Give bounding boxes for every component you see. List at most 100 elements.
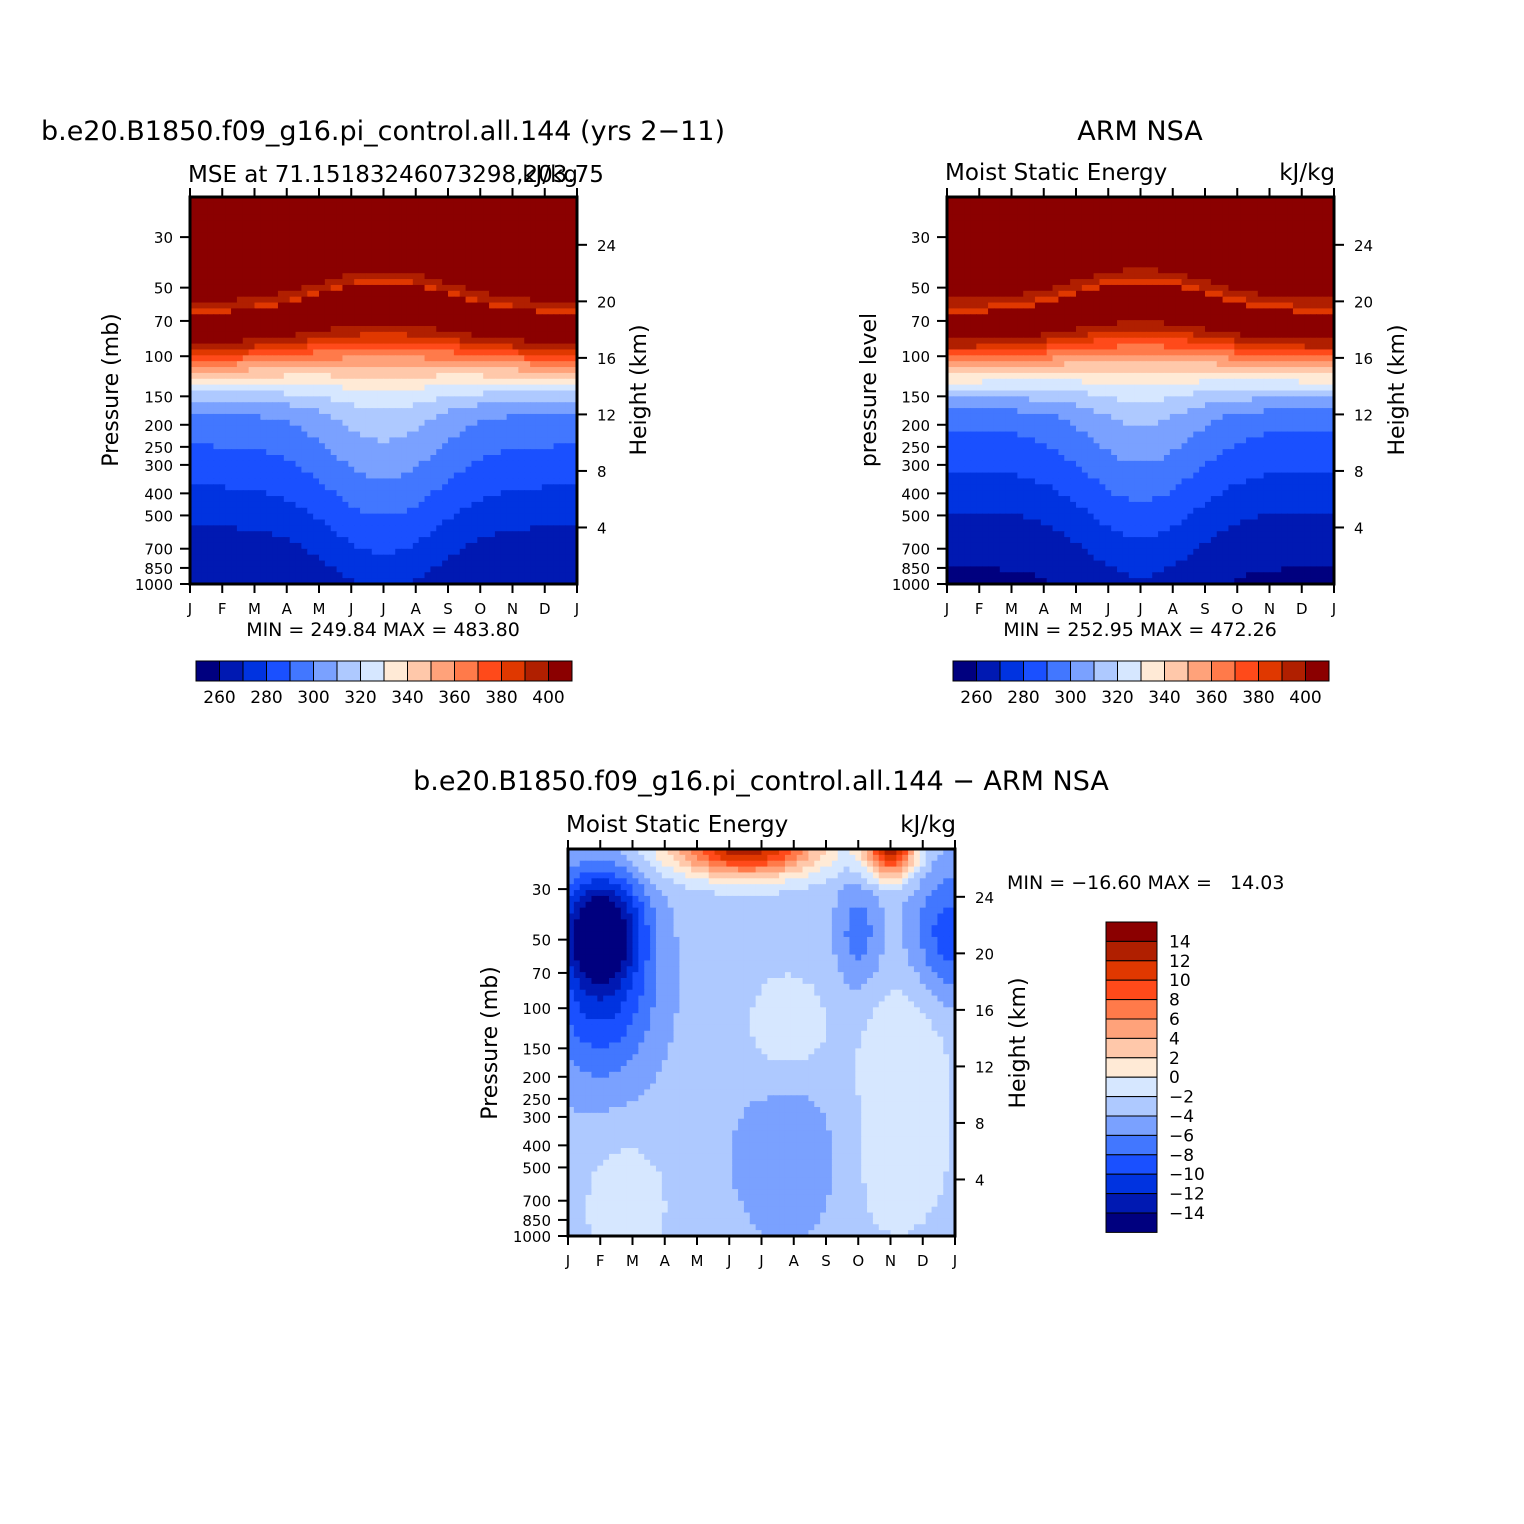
contour-cell	[483, 413, 490, 421]
contour-cell	[418, 513, 426, 521]
contour-cell	[1199, 197, 1206, 204]
contour-cell	[201, 519, 209, 526]
contour-cell	[383, 290, 390, 298]
contour-cell	[418, 326, 426, 333]
contour-cell	[547, 490, 555, 497]
contour-cell	[383, 390, 390, 397]
contour-cell	[1181, 226, 1189, 233]
contour-cell	[342, 284, 349, 292]
contour-cell	[1234, 232, 1241, 239]
contour-cell	[565, 460, 572, 468]
contour-cell	[442, 361, 449, 368]
contour-cell	[506, 337, 514, 345]
panel-model-units: kJ/kg	[522, 162, 578, 188]
contour-cell	[524, 419, 531, 427]
contour-cell	[506, 267, 514, 274]
contour-cell	[201, 290, 209, 298]
contour-cell	[530, 396, 537, 403]
contour-cell	[201, 367, 209, 374]
contour-cell	[231, 243, 238, 251]
contour-cell	[360, 208, 367, 216]
contour-cell	[190, 443, 197, 450]
contour-cell	[448, 249, 455, 257]
contour-cell	[190, 408, 197, 415]
contour-cell	[365, 273, 373, 280]
contour-cell	[442, 472, 449, 480]
contour-cell	[389, 302, 396, 310]
contour-cell	[565, 525, 572, 532]
contour-cell	[289, 408, 297, 415]
contour-cell	[254, 548, 261, 556]
contour-cell	[201, 220, 209, 227]
contour-cell	[1240, 202, 1247, 210]
contour-cell	[571, 232, 578, 239]
contour-cell	[565, 302, 572, 310]
contour-cell	[348, 413, 355, 421]
contour-cell	[389, 449, 396, 456]
contour-cell	[272, 472, 279, 480]
contour-cell	[342, 537, 349, 544]
contour-cell	[1281, 208, 1288, 216]
contour-cell	[272, 390, 279, 397]
contour-cell	[500, 372, 508, 380]
contour-cell	[988, 226, 995, 233]
contour-cell	[424, 355, 432, 362]
contour-cell	[342, 337, 349, 345]
contour-cell	[319, 296, 326, 304]
contour-cell	[471, 372, 478, 380]
contour-cell	[453, 578, 461, 585]
contour-cell	[1210, 202, 1218, 210]
contour-cell	[307, 413, 314, 421]
contour-cell	[236, 566, 244, 573]
contour-cell	[1070, 238, 1077, 245]
contour-cell	[494, 501, 502, 509]
contour-cell	[512, 519, 519, 526]
contour-cell	[395, 290, 402, 298]
contour-cell	[442, 460, 449, 468]
contour-cell	[1158, 202, 1165, 210]
contour-cell	[319, 337, 326, 345]
contour-cell	[207, 548, 215, 556]
contour-cell	[477, 513, 484, 521]
contour-cell	[465, 519, 473, 526]
contour-cell	[1152, 202, 1159, 210]
contour-cell	[418, 197, 426, 204]
contour-cell	[389, 208, 396, 216]
contour-cell	[360, 396, 367, 403]
contour-cell	[254, 513, 261, 521]
contour-cell	[1046, 214, 1054, 222]
contour-cell	[530, 513, 537, 521]
contour-cell	[494, 197, 502, 204]
contour-cell	[459, 255, 467, 263]
contour-cell	[289, 496, 297, 503]
contour-cell	[324, 413, 332, 421]
contour-cell	[236, 326, 244, 333]
contour-cell	[412, 232, 420, 239]
contour-cell	[272, 531, 279, 538]
contour-cell	[207, 537, 215, 544]
contour-cell	[512, 472, 519, 480]
contour-cell	[964, 238, 972, 245]
contour-cell	[324, 202, 332, 210]
contour-cell	[389, 542, 396, 550]
contour-cell	[506, 355, 514, 362]
contour-cell	[207, 367, 215, 374]
contour-cell	[231, 437, 238, 444]
contour-cell	[272, 490, 279, 497]
contour-cell	[236, 279, 244, 286]
contour-cell	[354, 402, 361, 409]
contour-cell	[489, 531, 496, 538]
contour-cell	[342, 572, 349, 579]
contour-cell	[330, 302, 338, 310]
contour-cell	[195, 554, 203, 562]
contour-cell	[319, 279, 326, 286]
contour-cell	[436, 249, 443, 257]
contour-cell	[371, 455, 379, 462]
contour-cell	[289, 208, 297, 216]
contour-cell	[559, 255, 566, 263]
contour-cell	[1158, 214, 1165, 222]
contour-cell	[313, 284, 320, 292]
contour-cell	[553, 197, 561, 204]
contour-cell	[483, 261, 490, 268]
contour-cell	[571, 226, 578, 233]
